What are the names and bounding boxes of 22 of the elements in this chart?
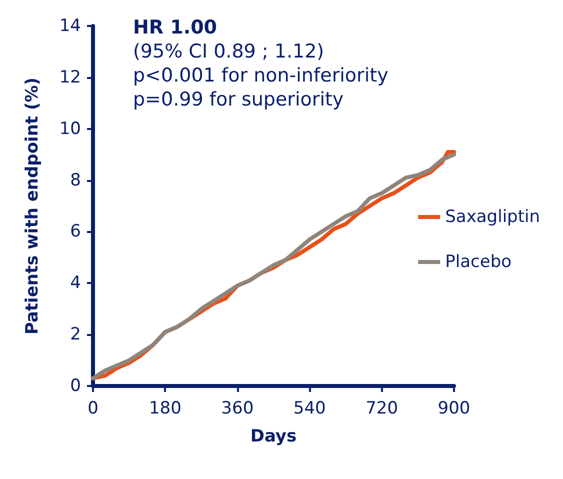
x-tick-label: 180	[148, 398, 182, 418]
x-tick-label: 540	[293, 398, 326, 418]
x-tick-label: 0	[88, 398, 98, 418]
annotation: (95% CI 0.89 ; 1.12)	[133, 40, 324, 62]
y-tick-label: 0	[70, 376, 81, 396]
y-tick-label: 12	[59, 67, 81, 88]
annotation: HR 1.00	[133, 16, 218, 38]
x-axis-title: Days	[250, 426, 297, 446]
annotation: p=0.99 for superiority	[133, 88, 344, 110]
y-axis-title: Patients with endpoint (%)	[22, 77, 42, 335]
y-tick-label: 14	[59, 16, 81, 36]
y-tick-label: 4	[70, 273, 81, 294]
legend-label: Placebo	[445, 252, 512, 272]
annotation: p<0.001 for non-inferiority	[133, 64, 388, 86]
x-tick-label: 900	[438, 398, 470, 418]
x-tick-label: 360	[221, 398, 254, 418]
y-tick-label: 8	[70, 170, 81, 190]
y-tick-label: 6	[70, 222, 81, 242]
x-tick-label: 720	[366, 398, 398, 418]
y-tick-label: 10	[59, 118, 81, 139]
legend-label: Saxagliptin	[445, 207, 540, 227]
y-tick-label: 2	[70, 324, 81, 345]
